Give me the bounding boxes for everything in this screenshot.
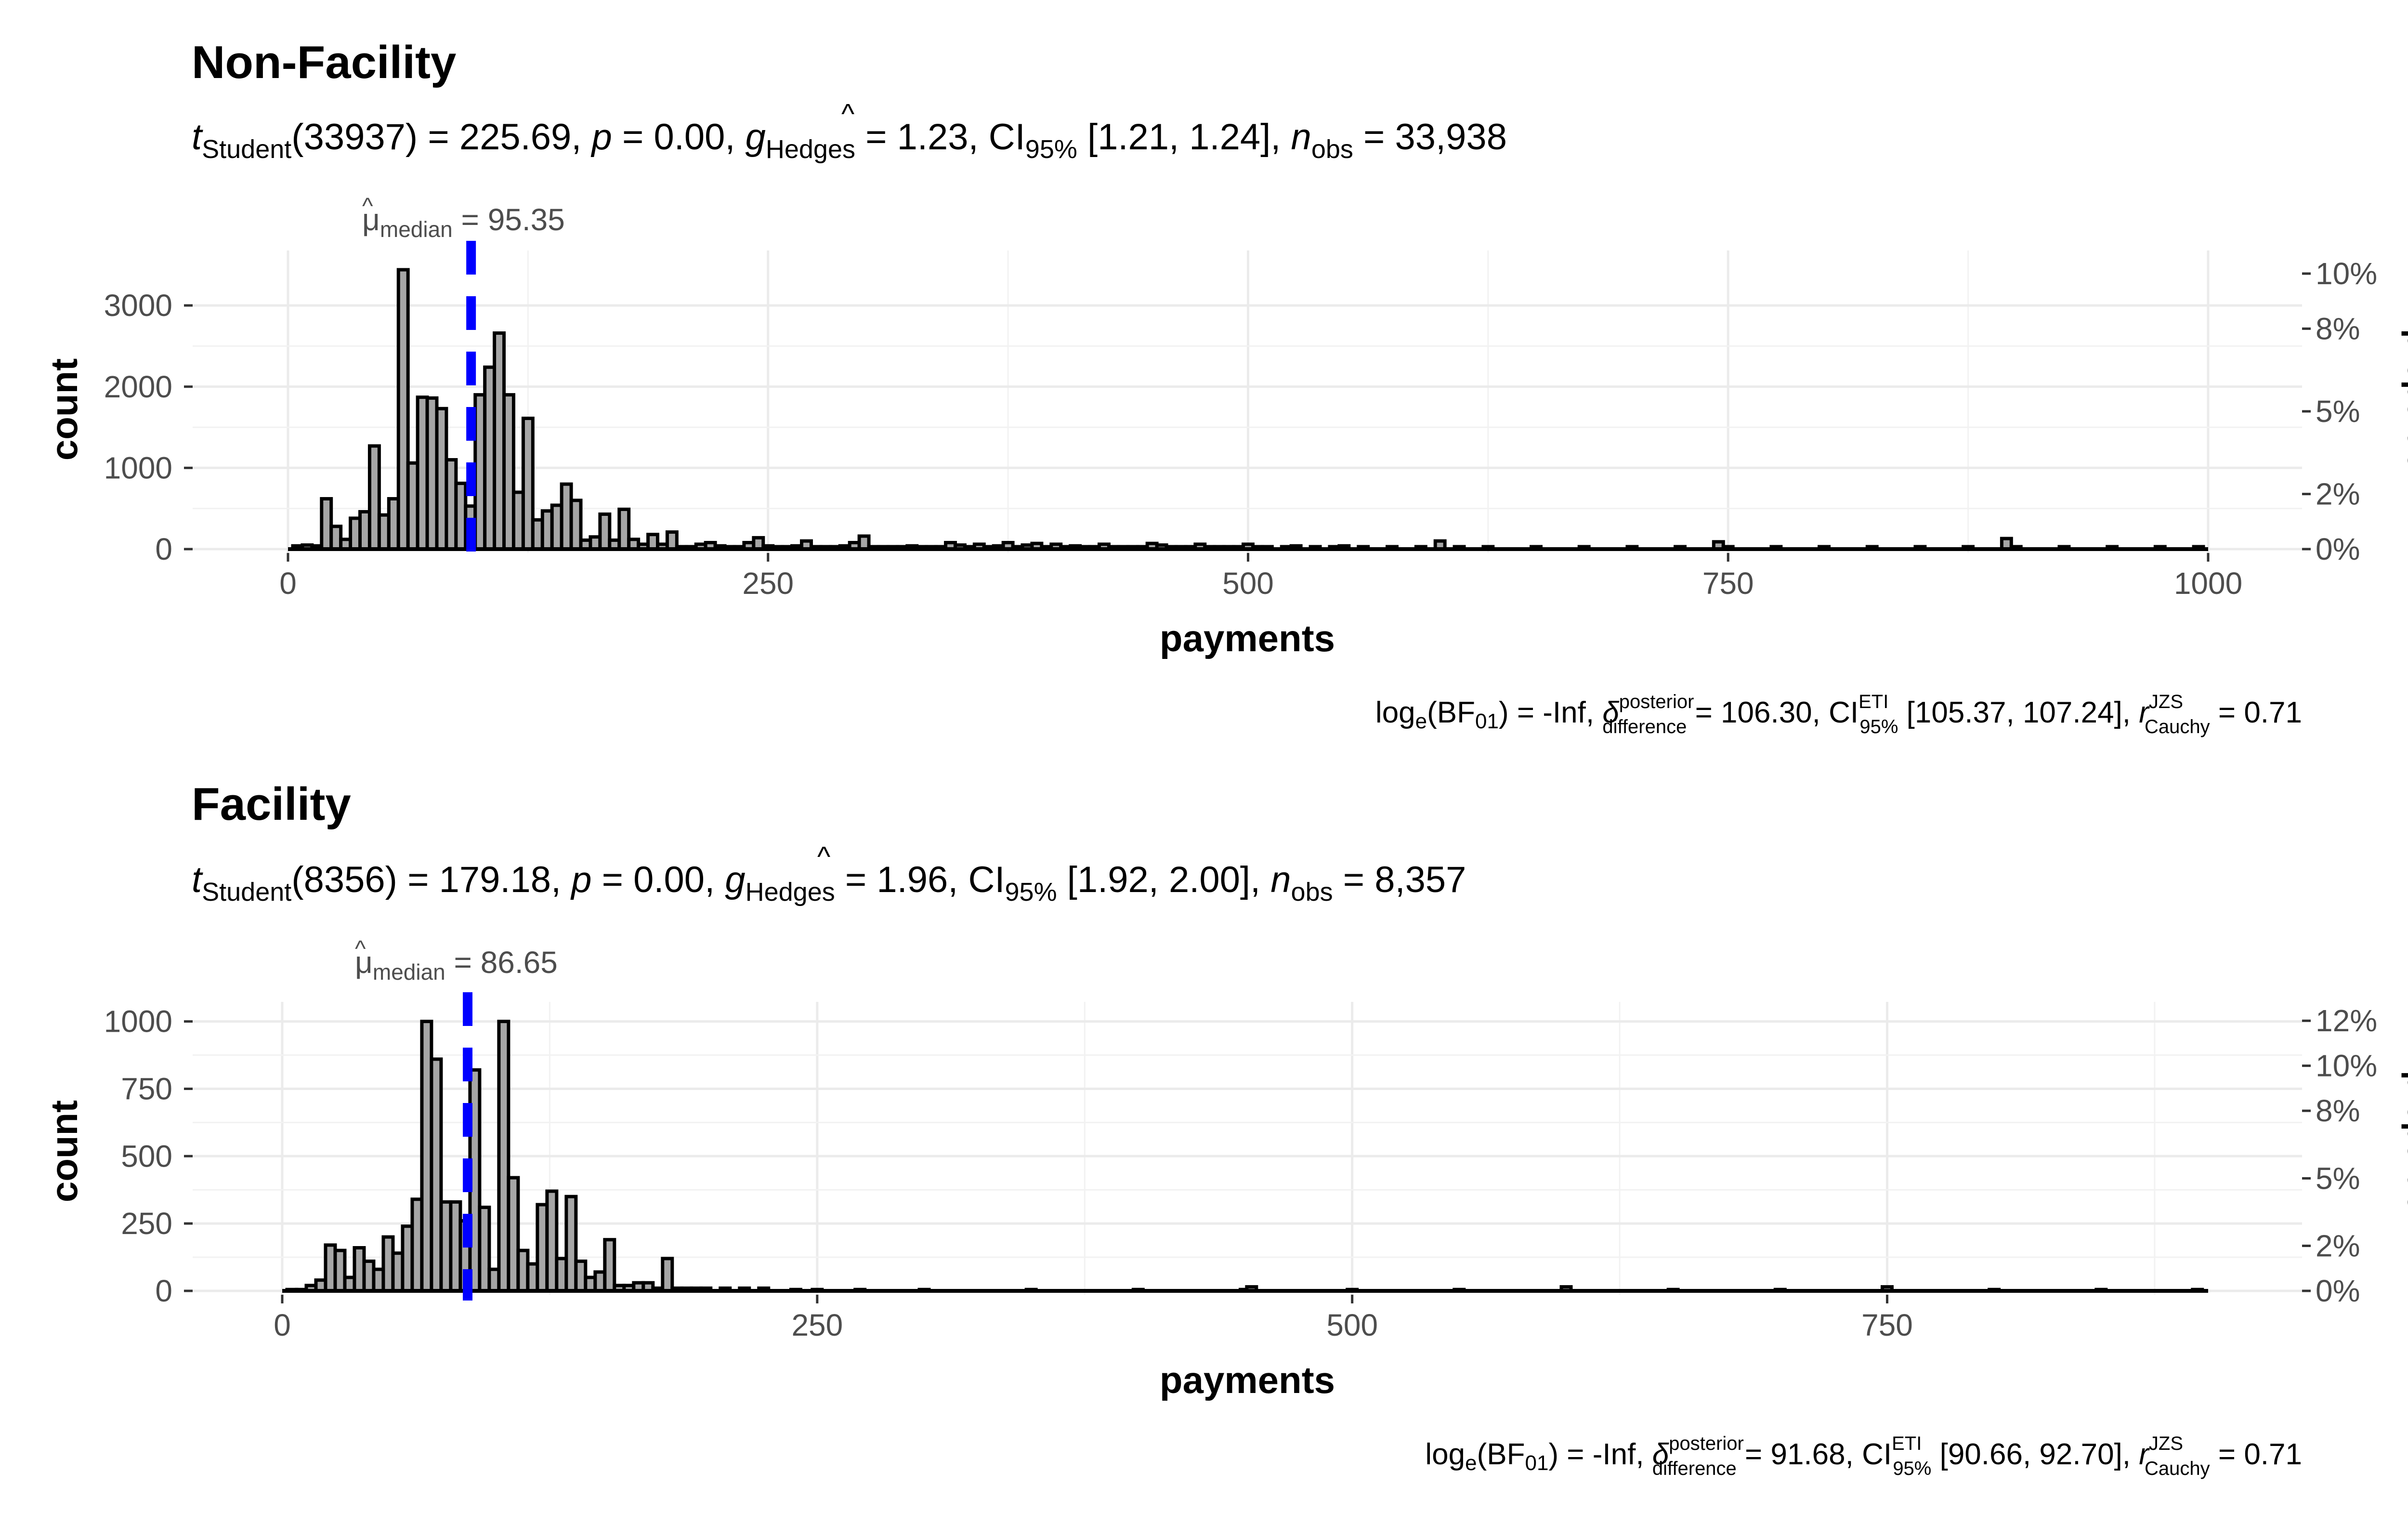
y-axis: 0 1000 2000 3000: [104, 288, 193, 566]
y2-tick-label: 12%: [2316, 1003, 2377, 1038]
x-axis: 0 250 500 750: [274, 1295, 1913, 1342]
y-tick-label: 750: [121, 1071, 172, 1106]
x-axis-label: payments: [1160, 1359, 1335, 1401]
y2-tick-label: 10%: [2316, 1049, 2377, 1083]
y2-tick-label: 8%: [2316, 311, 2360, 346]
y-tick-label: 0: [155, 532, 172, 566]
x-tick-label: 0: [279, 566, 297, 601]
y-axis: 0 250 500 750 1000: [104, 1004, 193, 1308]
y-tick-label: 1000: [104, 450, 172, 485]
y-tick-label: 500: [121, 1139, 172, 1173]
x-axis-label: payments: [1160, 617, 1335, 659]
y-tick-label: 250: [121, 1206, 172, 1241]
y2-tick-label: 0%: [2316, 1274, 2360, 1308]
y2-axis: 0% 2% 5% 8% 10%: [2302, 256, 2377, 566]
y2-tick-label: 8%: [2316, 1093, 2360, 1128]
panel-facility: Facility tStudent(8356) = 179.18, p = 0.…: [43, 778, 2408, 1479]
panel-title: Facility: [192, 778, 351, 830]
y2-axis: 0% 2% 5% 8% 10% 12%: [2302, 1003, 2377, 1308]
panel-non-facility: Non-Facility tStudent(33937) = 225.69, p…: [43, 37, 2408, 737]
median-label: μmedian = 95.35: [362, 202, 565, 242]
y-axis-label: count: [43, 358, 85, 460]
bayes-caption: loge(BF01) = -Inf, δposterior difference …: [1425, 1433, 2302, 1479]
y-tick-label: 2000: [104, 369, 172, 404]
x-tick-label: 750: [1861, 1308, 1913, 1342]
histogram-bar: [661, 1257, 674, 1293]
histogram-bar: [603, 1238, 616, 1293]
y2-tick-label: 10%: [2316, 256, 2377, 291]
panel-subtitle: tStudent(33937) = 225.69, p = 0.00, gHed…: [192, 117, 1507, 164]
y2-axis-label: proportion: [2401, 1071, 2408, 1232]
x-tick-label: 250: [791, 1308, 843, 1342]
median-label: μmedian = 86.65: [355, 945, 558, 985]
y-tick-label: 1000: [104, 1004, 172, 1039]
y2-tick-label: 5%: [2316, 394, 2360, 429]
y2-tick-label: 2%: [2316, 477, 2360, 512]
x-tick-label: 500: [1222, 566, 1274, 601]
y2-axis-label: proportion: [2401, 329, 2408, 490]
x-axis: 0 250 500 750 1000: [279, 553, 2242, 601]
y-axis-label: count: [43, 1100, 85, 1202]
x-tick-label: 0: [274, 1308, 291, 1342]
panel-subtitle: tStudent(8356) = 179.18, p = 0.00, gHedg…: [192, 859, 1466, 907]
y-tick-label: 0: [155, 1274, 172, 1308]
panel-title: Non-Facility: [192, 37, 456, 88]
x-tick-label: 1000: [2174, 566, 2242, 601]
y2-tick-label: 5%: [2316, 1161, 2360, 1196]
x-tick-label: 750: [1702, 566, 1754, 601]
histogram-bars: [282, 1020, 2208, 1293]
hat-mark: ^: [841, 98, 854, 130]
hat-mark: ^: [817, 841, 830, 872]
y2-tick-label: 2%: [2316, 1229, 2360, 1263]
x-tick-label: 500: [1326, 1308, 1378, 1342]
hat-mark: ^: [362, 194, 373, 219]
y-tick-label: 3000: [104, 288, 172, 323]
x-tick-label: 250: [742, 566, 794, 601]
bayes-caption: loge(BF01) = -Inf, δposterior difference …: [1375, 691, 2302, 737]
y2-tick-label: 0%: [2316, 532, 2360, 566]
hat-mark: ^: [355, 936, 366, 962]
histogram-bars: [288, 268, 2208, 551]
